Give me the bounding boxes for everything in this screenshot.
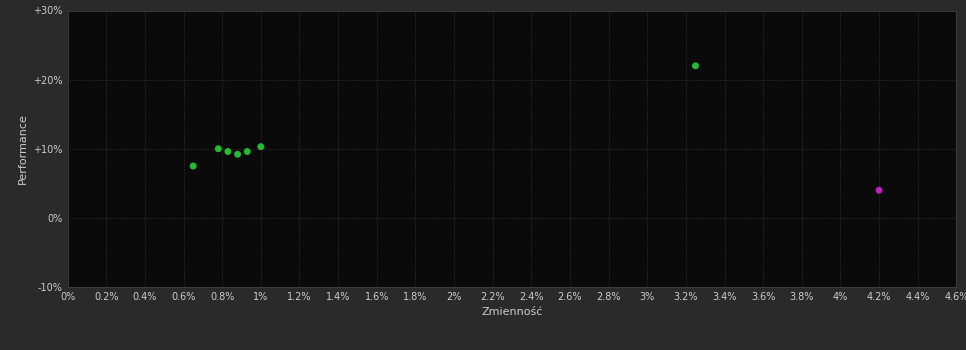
Point — [230, 152, 245, 157]
Point — [220, 149, 236, 154]
Point — [871, 188, 887, 193]
Point — [253, 144, 269, 149]
X-axis label: Zmienność: Zmienność — [481, 307, 543, 317]
Y-axis label: Performance: Performance — [17, 113, 28, 184]
Point — [688, 63, 703, 69]
Point — [211, 146, 226, 152]
Point — [240, 149, 255, 154]
Point — [185, 163, 201, 169]
